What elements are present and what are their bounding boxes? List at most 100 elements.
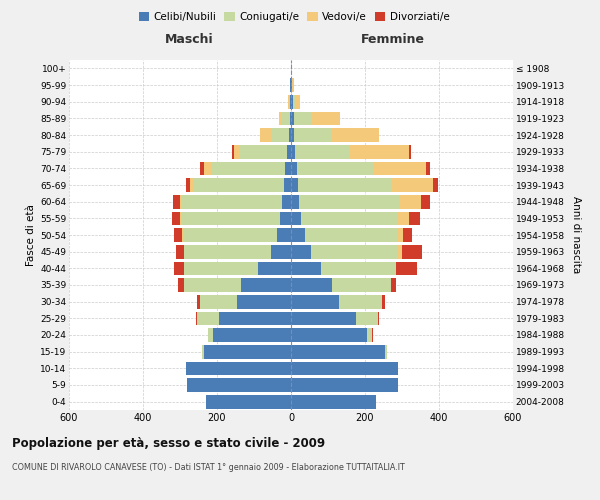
Bar — [291, 245, 311, 258]
Bar — [291, 145, 295, 158]
Bar — [291, 128, 294, 142]
Bar — [395, 262, 397, 275]
Bar — [295, 95, 300, 108]
Bar — [291, 262, 320, 275]
Bar — [367, 328, 373, 342]
Bar — [184, 245, 271, 258]
Bar — [282, 195, 291, 208]
Bar — [385, 345, 387, 358]
Bar — [202, 345, 204, 358]
Y-axis label: Fasce di età: Fasce di età — [26, 204, 36, 266]
Bar — [398, 228, 403, 242]
Bar — [397, 262, 417, 275]
Bar — [409, 145, 411, 158]
Bar — [392, 178, 433, 192]
Bar — [291, 228, 305, 242]
Bar — [284, 178, 291, 192]
Bar — [291, 378, 398, 392]
Bar — [187, 378, 291, 392]
Bar — [292, 78, 294, 92]
Bar — [175, 262, 184, 275]
Bar — [296, 162, 374, 175]
Text: Maschi: Maschi — [164, 33, 213, 46]
Bar — [291, 95, 293, 108]
Bar — [291, 178, 298, 192]
Bar — [204, 162, 211, 175]
Bar — [291, 295, 339, 308]
Bar — [180, 195, 182, 208]
Bar — [289, 95, 290, 108]
Bar — [197, 312, 219, 325]
Bar — [200, 162, 204, 175]
Bar — [399, 195, 421, 208]
Bar — [241, 278, 291, 292]
Bar — [176, 245, 184, 258]
Bar — [289, 128, 291, 142]
Bar — [356, 312, 378, 325]
Text: COMUNE DI RIVAROLO CANAVESE (TO) - Dati ISTAT 1° gennaio 2009 - Elaborazione TUT: COMUNE DI RIVAROLO CANAVESE (TO) - Dati … — [12, 462, 405, 471]
Bar — [197, 295, 200, 308]
Bar — [298, 178, 392, 192]
Bar — [332, 278, 391, 292]
Bar — [182, 228, 277, 242]
Bar — [382, 295, 385, 308]
Bar — [173, 195, 180, 208]
Bar — [200, 295, 238, 308]
Bar — [339, 295, 382, 308]
Bar — [331, 128, 379, 142]
Bar — [350, 145, 409, 158]
Bar — [291, 362, 398, 375]
Bar — [196, 312, 197, 325]
Bar — [291, 78, 292, 92]
Bar — [283, 112, 290, 125]
Bar — [301, 212, 398, 225]
Bar — [280, 212, 291, 225]
Text: Popolazione per età, sesso e stato civile - 2009: Popolazione per età, sesso e stato civil… — [12, 438, 325, 450]
Bar — [184, 278, 241, 292]
Bar — [180, 212, 182, 225]
Bar — [311, 245, 398, 258]
Bar — [271, 128, 289, 142]
Bar — [190, 178, 194, 192]
Bar — [286, 162, 291, 175]
Bar — [291, 212, 301, 225]
Bar — [287, 145, 291, 158]
Bar — [184, 262, 258, 275]
Bar — [291, 395, 376, 408]
Bar — [299, 195, 399, 208]
Bar — [172, 212, 180, 225]
Bar — [291, 328, 367, 342]
Bar — [232, 145, 233, 158]
Bar — [279, 112, 283, 125]
Bar — [409, 212, 420, 225]
Bar — [239, 145, 287, 158]
Bar — [182, 212, 280, 225]
Bar — [178, 278, 184, 292]
Bar — [294, 128, 331, 142]
Bar — [185, 178, 190, 192]
Bar — [290, 112, 291, 125]
Bar — [320, 262, 395, 275]
Bar — [288, 95, 289, 108]
Bar — [290, 78, 291, 92]
Bar — [291, 195, 299, 208]
Bar — [398, 212, 409, 225]
Bar — [374, 162, 426, 175]
Bar — [291, 278, 332, 292]
Bar — [305, 228, 398, 242]
Bar — [293, 112, 312, 125]
Bar — [214, 328, 291, 342]
Text: Femmine: Femmine — [361, 33, 425, 46]
Bar — [291, 345, 385, 358]
Bar — [291, 312, 356, 325]
Bar — [312, 112, 340, 125]
Bar — [260, 128, 271, 142]
Bar — [204, 345, 291, 358]
Bar — [185, 362, 291, 375]
Bar — [238, 295, 291, 308]
Bar — [421, 195, 430, 208]
Bar — [175, 228, 182, 242]
Bar — [378, 312, 379, 325]
Bar — [277, 228, 291, 242]
Bar — [206, 395, 291, 408]
